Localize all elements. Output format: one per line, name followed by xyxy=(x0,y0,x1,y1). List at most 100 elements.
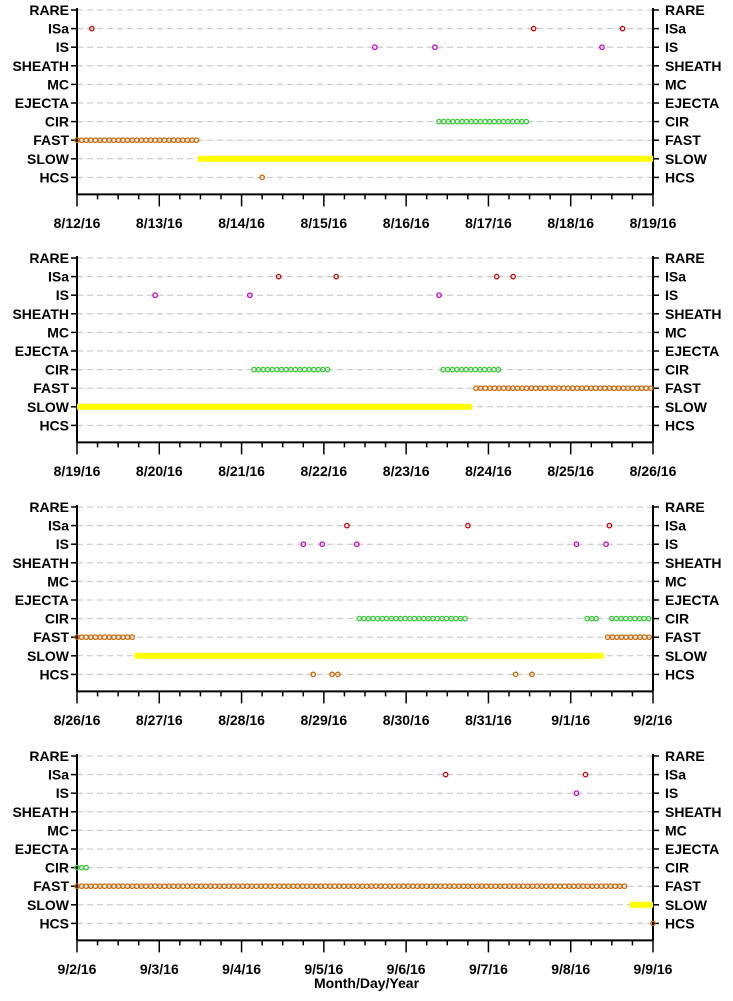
y-tick-label-left: HCS xyxy=(39,169,69,185)
x-tick-label: 8/20/16 xyxy=(136,463,183,479)
y-tick-label-left: MC xyxy=(47,573,69,589)
data-point-isa xyxy=(275,273,282,280)
data-point-isa xyxy=(530,25,537,32)
data-point-cir xyxy=(324,366,331,373)
data-point-isa xyxy=(344,522,350,529)
data-point-hcs xyxy=(310,671,317,678)
data-point-fast xyxy=(561,883,568,890)
y-tick-label-right: IS xyxy=(665,785,678,801)
x-tick-label: 8/13/16 xyxy=(136,215,183,231)
y-tick-label-left: EJECTA xyxy=(15,343,69,359)
y-tick-label-left: SHEATH xyxy=(12,306,69,322)
x-tick-label: 8/16/16 xyxy=(383,215,430,231)
data-point-fast xyxy=(501,883,508,890)
y-tick-label-right: CIR xyxy=(665,362,689,378)
data-point-cir xyxy=(472,366,479,373)
y-tick-label-right: CIR xyxy=(665,860,689,876)
x-tick-label: 8/31/16 xyxy=(465,712,512,728)
y-tick-label-left: SHEATH xyxy=(12,804,69,820)
x-tick-label: 9/8/16 xyxy=(551,961,590,977)
x-tick-label: 8/27/16 xyxy=(136,712,183,728)
data-point-fast xyxy=(101,137,108,144)
x-tick-label: 8/30/16 xyxy=(383,712,430,728)
y-tick-label-left: RARE xyxy=(29,748,69,764)
x-tick-label: 9/4/16 xyxy=(222,961,261,977)
data-point-fast xyxy=(382,883,389,890)
data-point-fast xyxy=(92,883,99,890)
x-tick-label: 9/2/16 xyxy=(634,712,673,728)
x-tick-label: 9/7/16 xyxy=(469,961,508,977)
x-tick-label: 8/17/16 xyxy=(465,215,512,231)
data-point-isa xyxy=(582,771,589,778)
data-point-isa xyxy=(493,273,500,280)
y-tick-label-right: SHEATH xyxy=(665,306,722,322)
y-tick-label-right: SLOW xyxy=(665,648,708,664)
data-point-hcs xyxy=(259,174,265,181)
y-tick-label-left: ISa xyxy=(48,21,69,37)
data-point-isa xyxy=(88,25,95,32)
y-tick-label-right: SLOW xyxy=(665,151,708,167)
data-point-fast xyxy=(602,385,608,392)
data-point-is xyxy=(603,541,609,548)
data-point-cir xyxy=(593,615,600,622)
y-tick-label-left: CIR xyxy=(45,611,69,627)
y-tick-label-right: EJECTA xyxy=(665,343,719,359)
data-point-cir xyxy=(462,615,468,622)
y-tick-label-left: ISa xyxy=(48,767,69,783)
data-point-fast xyxy=(552,883,559,890)
y-tick-label-left: SLOW xyxy=(27,399,70,415)
y-tick-label-right: HCS xyxy=(665,169,695,185)
y-tick-label-right: MC xyxy=(665,573,687,589)
y-tick-label-left: IS xyxy=(56,39,69,55)
x-tick-label: 8/12/16 xyxy=(54,215,101,231)
x-tick-label: 8/25/16 xyxy=(547,463,594,479)
data-point-cir xyxy=(495,366,502,373)
data-point-fast xyxy=(331,883,338,890)
data-point-isa xyxy=(510,273,516,280)
y-tick-label-left: RARE xyxy=(29,2,69,18)
y-tick-label-right: ISa xyxy=(665,518,686,534)
data-point-fast xyxy=(442,883,448,890)
y-tick-label-right: MC xyxy=(665,324,687,340)
y-tick-label-left: HCS xyxy=(39,666,69,682)
y-tick-label-left: FAST xyxy=(33,629,69,645)
data-point-fast xyxy=(482,385,489,392)
y-tick-label-left: HCS xyxy=(39,417,69,433)
data-point-is xyxy=(599,44,605,51)
y-tick-label-left: IS xyxy=(56,536,69,552)
y-tick-label-left: ISa xyxy=(48,269,69,285)
y-tick-label-left: EJECTA xyxy=(15,592,69,608)
y-tick-label-left: EJECTA xyxy=(15,841,69,857)
data-point-is xyxy=(573,541,580,548)
x-tick-label: 9/3/16 xyxy=(140,961,179,977)
y-tick-label-right: HCS xyxy=(665,666,695,682)
data-point-hcs xyxy=(329,671,335,678)
data-point-hcs xyxy=(512,671,519,678)
data-point-cir xyxy=(632,615,638,622)
data-point-fast xyxy=(271,883,278,890)
y-tick-label-left: IS xyxy=(56,287,69,303)
y-tick-label-right: FAST xyxy=(665,629,701,645)
x-tick-label: 9/1/16 xyxy=(551,712,590,728)
y-tick-label-right: ISa xyxy=(665,21,686,37)
data-bar-slow xyxy=(134,652,604,659)
y-tick-label-right: CIR xyxy=(665,114,689,130)
data-point-isa xyxy=(442,771,449,778)
y-tick-label-right: RARE xyxy=(665,2,705,18)
data-point-hcs xyxy=(529,671,535,678)
data-point-fast xyxy=(646,634,652,641)
y-tick-label-right: SHEATH xyxy=(665,555,722,571)
y-tick-label-left: CIR xyxy=(45,860,69,876)
y-tick-label-left: EJECTA xyxy=(15,95,69,111)
y-tick-label-left: SLOW xyxy=(27,897,70,913)
x-tick-label: 8/15/16 xyxy=(300,215,347,231)
data-point-cir xyxy=(481,366,488,373)
data-point-cir xyxy=(523,118,530,125)
y-tick-label-left: MC xyxy=(47,822,69,838)
y-tick-label-left: MC xyxy=(47,324,69,340)
data-point-fast xyxy=(101,883,108,890)
x-tick-label: 8/24/16 xyxy=(465,463,512,479)
x-axis-label: Month/Day/Year xyxy=(313,975,420,991)
data-point-is xyxy=(432,44,438,51)
